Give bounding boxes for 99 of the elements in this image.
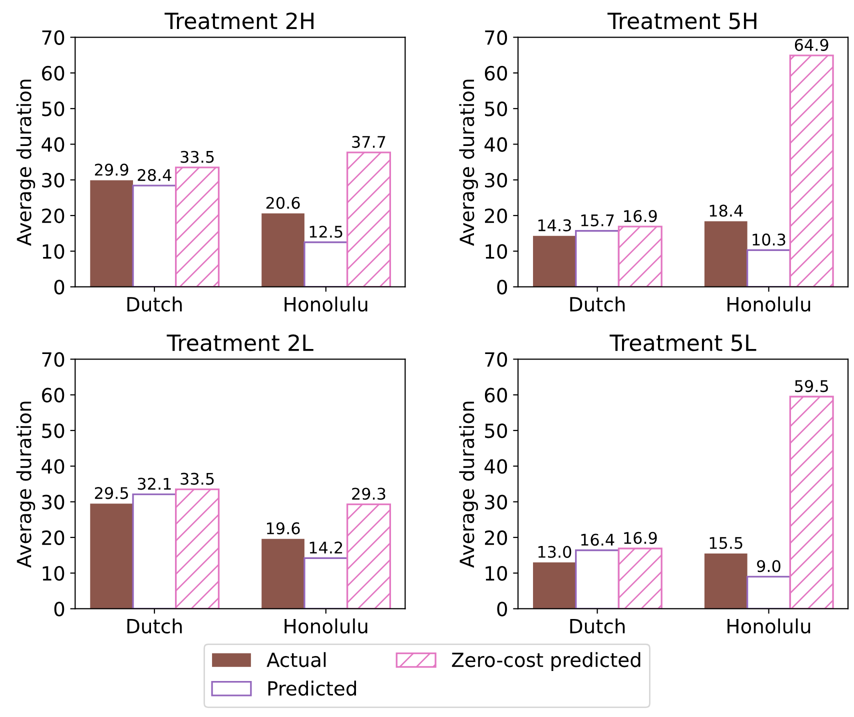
bar: [304, 557, 348, 609]
y-tick-label: 30: [485, 494, 508, 510]
data-label: 33.5: [180, 472, 214, 485]
data-label: 59.5: [795, 380, 828, 392]
y-tick-label: 20: [42, 530, 64, 546]
y-tick-label: 30: [42, 172, 64, 188]
bar: [618, 548, 662, 609]
y-tick-label: 10: [486, 244, 508, 259]
y-tick-label: 60: [42, 388, 64, 403]
bar: [746, 249, 791, 287]
y-tick-label: 30: [485, 172, 508, 188]
y-tick-label: 40: [42, 459, 64, 474]
bar: [789, 54, 834, 287]
data-label: 14.2: [310, 542, 342, 554]
x-tick-label: Honolulu: [728, 296, 810, 312]
data-label: 15.5: [710, 537, 742, 549]
y-tick-label: 40: [42, 137, 64, 152]
data-label: 19.6: [266, 522, 300, 534]
data-label: 20.6: [266, 196, 300, 209]
bar: [704, 553, 748, 609]
y-axis-title: Average duration: [459, 402, 478, 568]
y-tick-label: 0: [54, 602, 64, 616]
bar: [533, 236, 576, 287]
x-tick-label: Dutch: [570, 296, 625, 312]
y-tick-label: 60: [42, 66, 64, 81]
y-tick-label: 60: [484, 388, 508, 403]
data-label: 33.5: [180, 150, 214, 163]
y-tick-label: 10: [42, 244, 64, 259]
y-tick-label: 40: [484, 459, 508, 474]
x-tick-label: Dutch: [127, 296, 182, 312]
data-label: 64.9: [794, 38, 828, 51]
data-label: 29.5: [94, 487, 128, 500]
data-label: 16.4: [581, 534, 614, 546]
data-label: 29.9: [94, 164, 128, 176]
bar: [132, 184, 177, 287]
data-label: 10.3: [752, 234, 786, 246]
x-tick-label: Honolulu: [728, 618, 810, 634]
data-label: 18.4: [710, 204, 743, 217]
y-tick-label: 40: [484, 137, 508, 152]
y-tick-label: 70: [42, 352, 64, 367]
bar: [789, 396, 834, 609]
legend-label: Actual: [266, 652, 326, 668]
y-axis-title: Average duration: [459, 80, 478, 246]
bar: [90, 504, 134, 609]
data-label: 9.0: [757, 560, 780, 572]
x-tick-label: Dutch: [570, 618, 625, 634]
bar: [533, 562, 576, 609]
bar: [575, 230, 620, 287]
y-axis-title: Average duration: [16, 402, 36, 568]
legend-label: Zero-cost predicted: [452, 652, 640, 671]
legend-label: Predicted: [268, 680, 356, 696]
y-axis-title: Average duration: [16, 80, 36, 246]
y-tick-label: 50: [42, 102, 64, 116]
chart-title: Treatment 5L: [610, 334, 756, 352]
y-tick-label: 20: [42, 208, 64, 224]
data-label: 16.9: [624, 210, 657, 222]
bar: [262, 213, 304, 287]
y-tick-label: 50: [485, 423, 508, 438]
bar: [346, 152, 391, 287]
data-label: 13.0: [538, 546, 572, 558]
data-label: 32.1: [138, 478, 171, 490]
data-label: 29.3: [352, 488, 386, 500]
y-tick-label: 50: [42, 423, 64, 438]
y-tick-label: 20: [484, 530, 508, 546]
bar: [132, 493, 177, 609]
x-tick-label: Dutch: [127, 618, 182, 634]
data-label: 28.4: [138, 169, 172, 182]
bar: [746, 576, 791, 609]
y-tick-label: 70: [485, 30, 508, 45]
chart-title: Treatment 5H: [607, 12, 756, 30]
y-tick-label: 70: [42, 30, 64, 45]
data-label: 12.5: [310, 226, 342, 238]
bar: [304, 241, 348, 287]
data-label: 37.7: [352, 136, 386, 148]
data-label: 16.9: [624, 532, 657, 544]
bar: [90, 180, 134, 287]
x-tick-label: Honolulu: [284, 618, 368, 634]
bar: [346, 503, 391, 609]
x-tick-label: Honolulu: [284, 296, 368, 312]
y-tick-label: 0: [497, 602, 508, 616]
data-label: 15.7: [581, 214, 614, 226]
bar: [704, 221, 748, 287]
y-tick-label: 60: [484, 66, 508, 81]
y-tick-label: 30: [42, 494, 64, 510]
bar: [575, 549, 620, 609]
chart-title: Treatment 2L: [166, 334, 314, 352]
y-tick-label: 0: [497, 280, 508, 294]
y-tick-label: 10: [486, 566, 508, 581]
y-tick-label: 0: [54, 280, 64, 294]
bar: [618, 226, 662, 287]
chart-title: Treatment 2H: [164, 12, 314, 30]
y-tick-label: 20: [484, 208, 508, 224]
bar: [262, 538, 304, 609]
y-tick-label: 70: [485, 352, 508, 367]
y-tick-label: 50: [485, 102, 508, 116]
bar: [175, 166, 220, 287]
data-label: 14.3: [538, 219, 571, 232]
y-tick-label: 10: [42, 566, 64, 581]
bar: [175, 488, 220, 609]
